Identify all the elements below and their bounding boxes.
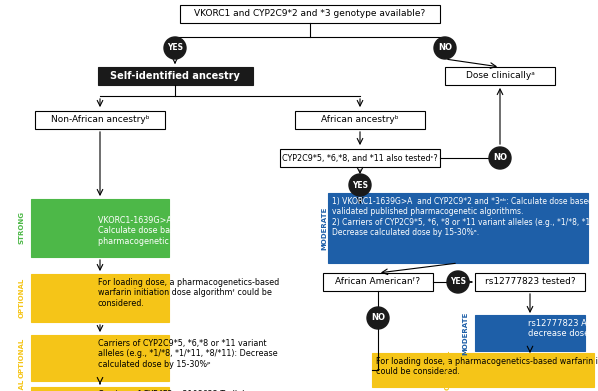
Text: CYP2C9*5, *6,*8, and *11 also testedᶜ?: CYP2C9*5, *6,*8, and *11 also testedᶜ? xyxy=(282,154,438,163)
Text: For loading dose, a pharmacogenetics-based
warfarin initiation dose algorithmᶠ c: For loading dose, a pharmacogenetics-bas… xyxy=(98,278,279,308)
FancyBboxPatch shape xyxy=(280,149,440,167)
Text: Non-African ancestryᵇ: Non-African ancestryᵇ xyxy=(51,115,150,124)
Text: NO: NO xyxy=(371,314,385,323)
Circle shape xyxy=(367,307,389,329)
Text: Carriers of CYP4F2 rs2108622 T allele:
Increase dose by 5-10%: Carriers of CYP4F2 rs2108622 T allele: I… xyxy=(98,390,252,391)
Text: MODERATE: MODERATE xyxy=(321,206,327,250)
FancyBboxPatch shape xyxy=(31,387,169,391)
FancyBboxPatch shape xyxy=(295,111,425,129)
Text: African ancestryᵇ: African ancestryᵇ xyxy=(321,115,399,124)
FancyBboxPatch shape xyxy=(31,335,169,381)
Text: MODERATE: MODERATE xyxy=(462,311,468,355)
Circle shape xyxy=(349,174,371,196)
FancyBboxPatch shape xyxy=(328,193,588,263)
Text: NO: NO xyxy=(493,154,507,163)
FancyBboxPatch shape xyxy=(445,67,555,85)
Text: VKORC1 and CYP2C9*2 and *3 genotype available?: VKORC1 and CYP2C9*2 and *3 genotype avai… xyxy=(194,9,426,18)
Circle shape xyxy=(489,147,511,169)
Text: STRONG: STRONG xyxy=(19,212,25,244)
Text: OPTIONAL: OPTIONAL xyxy=(19,278,25,318)
Text: YES: YES xyxy=(352,181,368,190)
Text: OPTIONAL: OPTIONAL xyxy=(445,350,451,390)
FancyBboxPatch shape xyxy=(323,273,433,291)
Circle shape xyxy=(164,37,186,59)
FancyBboxPatch shape xyxy=(31,274,169,322)
Text: For loading dose, a pharmacogenetics-based warfarin initiation dose algorithmᶠ
c: For loading dose, a pharmacogenetics-bas… xyxy=(376,357,598,377)
FancyBboxPatch shape xyxy=(31,199,169,257)
Text: OPTIONAL: OPTIONAL xyxy=(19,338,25,378)
Text: Self-identified ancestry: Self-identified ancestry xyxy=(110,71,240,81)
FancyBboxPatch shape xyxy=(180,5,440,23)
Circle shape xyxy=(447,271,469,293)
Text: 1) VKORC1-1639G>A  and CYP2C9*2 and *3ᵃᵇ: Calculate dose based on
validated publ: 1) VKORC1-1639G>A and CYP2C9*2 and *3ᵃᵇ:… xyxy=(332,197,598,237)
FancyBboxPatch shape xyxy=(475,315,585,351)
Text: VKORC1-1639G>A  and CYP2C9*2 and *3ᵃᵇ:
Calculate dose based on validated publish: VKORC1-1639G>A and CYP2C9*2 and *3ᵃᵇ: Ca… xyxy=(98,216,279,246)
Text: African Americanᶠ?: African Americanᶠ? xyxy=(335,278,420,287)
Circle shape xyxy=(434,37,456,59)
FancyBboxPatch shape xyxy=(97,67,252,85)
FancyBboxPatch shape xyxy=(372,353,594,387)
Text: NO: NO xyxy=(438,43,452,52)
FancyBboxPatch shape xyxy=(35,111,165,129)
Text: YES: YES xyxy=(167,43,183,52)
FancyBboxPatch shape xyxy=(475,273,585,291)
Text: rs12777823 A carriers:
decrease dose by 10-25%: rs12777823 A carriers: decrease dose by … xyxy=(528,319,598,338)
Text: Dose clinicallyᵃ: Dose clinicallyᵃ xyxy=(466,72,535,81)
Text: rs12777823 tested?: rs12777823 tested? xyxy=(485,278,575,287)
Text: Carriers of CYP2C9*5, *6,*8 or *11 variant
alleles (e.g., *1/*8, *1/*11, *8/*11): Carriers of CYP2C9*5, *6,*8 or *11 varia… xyxy=(98,339,277,369)
Text: OPTIONAL: OPTIONAL xyxy=(19,379,25,391)
Text: YES: YES xyxy=(450,278,466,287)
